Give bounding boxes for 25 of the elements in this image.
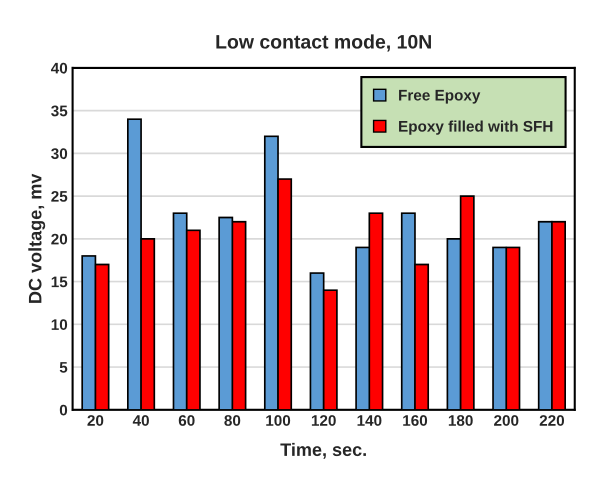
chart-title: Low contact mode, 10N [216,34,431,52]
y-tick-label: 30 [51,148,68,160]
y-tick-label: 5 [60,362,68,373]
y-tick-label: 20 [51,234,68,245]
x-tick-label: 20 [87,415,104,426]
y-tick-label: 35 [51,106,68,116]
y-axis-title: DC voltage, mv [28,174,46,303]
x-tick-label: 160 [403,415,428,426]
y-tick-label: 0 [60,404,68,416]
x-tick-label: 60 [178,415,195,426]
legend-label: Free Epoxy [399,90,480,104]
x-tick-label: 180 [448,415,473,426]
x-tick-label: 200 [494,415,518,426]
y-tick-label: 15 [52,276,68,288]
x-tick-label: 140 [358,415,382,426]
x-tick-label: 220 [540,415,564,426]
y-tick-label: 40 [50,62,68,74]
x-tick-label: 120 [312,415,336,426]
x-axis-title: Time, sec. [280,442,366,459]
x-tick-label: 80 [224,415,240,426]
y-tick-label: 25 [51,190,68,202]
y-tick-label: 10 [52,319,68,330]
x-tick-label: 40 [132,415,149,426]
x-tick-label: 100 [266,415,290,426]
legend-label: Epoxy filled with SFH [399,120,552,135]
